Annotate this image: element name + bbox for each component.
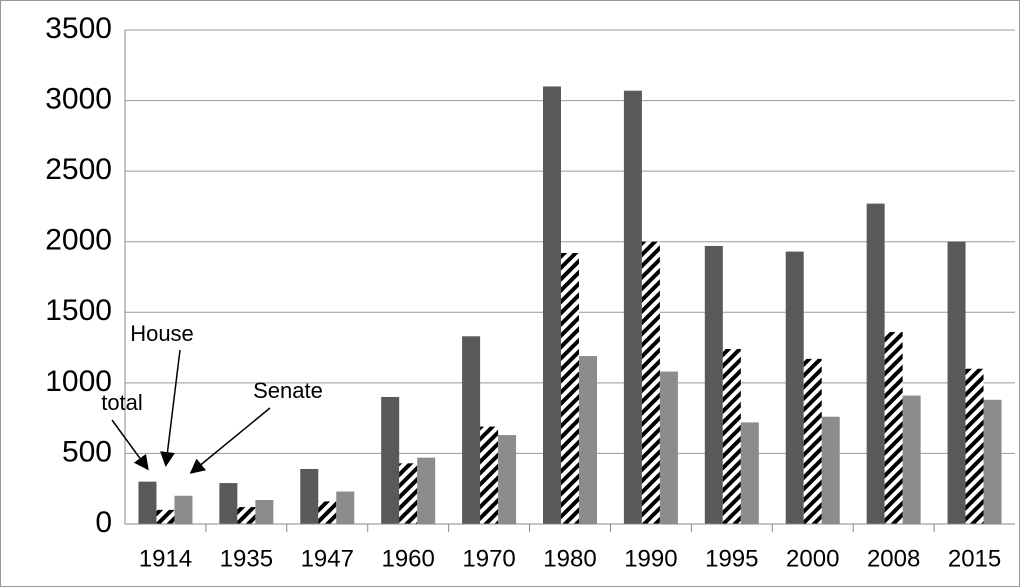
y-tick-label: 3000 [45,82,112,115]
bar [399,463,418,524]
y-tick-label: 0 [95,506,112,539]
x-tick-label: 2000 [786,545,839,572]
y-tick-label: 2500 [45,153,112,186]
bar [866,203,885,524]
bar [623,90,642,524]
annotation: House [130,321,194,346]
y-tick-label: 1000 [45,365,112,398]
bar [381,396,400,524]
y-tick-label: 1500 [45,294,112,327]
bar [543,86,561,524]
y-tick-label: 3500 [45,12,112,45]
annotation: total [101,390,143,415]
x-tick-label: 1995 [705,545,758,572]
bar [417,457,436,524]
bar [219,483,238,524]
bar [237,507,256,524]
x-tick-label: 2008 [867,545,920,572]
bar [138,481,157,524]
x-tick-label: 1960 [381,545,434,572]
bar [785,251,804,524]
bar [156,509,175,524]
bar [821,416,840,524]
bar [641,241,660,524]
x-tick-label: 2015 [948,545,1001,572]
bar [255,500,274,524]
bar [462,336,481,524]
bar [174,495,193,524]
bar [659,371,678,524]
x-tick-label: 1935 [220,545,273,572]
bar [983,399,1002,524]
bar [300,468,319,524]
bar [480,426,499,524]
bar [902,395,921,524]
bar [561,253,579,524]
arrow [160,349,181,467]
x-tick-label: 1947 [301,545,354,572]
annotation: Senate [253,378,323,403]
bar [336,491,355,524]
arrow [189,407,271,474]
bar [498,435,517,524]
bar [965,368,984,524]
bar [318,501,337,524]
bar [722,348,741,524]
bar [704,245,723,524]
bar [803,358,822,524]
x-tick-label: 1980 [543,545,596,572]
bar [947,241,966,524]
x-tick-label: 1990 [624,545,677,572]
x-tick-label: 1914 [139,545,192,572]
y-tick-label: 2000 [45,224,112,257]
arrow [111,419,149,471]
x-tick-label: 1970 [462,545,515,572]
bar [579,356,597,524]
y-tick-label: 500 [62,435,112,468]
bar [884,332,903,524]
bar [740,422,759,524]
